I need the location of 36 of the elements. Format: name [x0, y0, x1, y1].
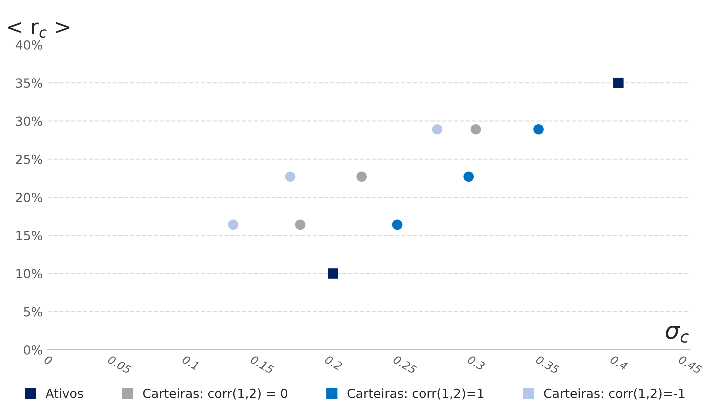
point: [328, 268, 338, 279]
point: [614, 78, 624, 88]
legend-label: Ativos: [46, 388, 84, 398]
y-tick-label: 15%: [16, 231, 42, 241]
x-tick-label: 0.1: [182, 355, 200, 370]
y-tick-label: 35%: [16, 78, 42, 88]
point: [228, 220, 239, 230]
y-tick-label: 10%: [16, 269, 42, 279]
x-tick-label: 0.35: [535, 355, 560, 374]
point: [464, 172, 474, 182]
point: [432, 124, 443, 135]
y-tick-label: 25%: [16, 154, 42, 164]
y-tick-label: 30%: [16, 116, 42, 126]
x-tick-label: 0.15: [250, 355, 275, 374]
x-tick-label: 0.25: [392, 355, 418, 374]
y-tick-label: 20%: [16, 192, 42, 202]
x-tick-label: 0.05: [107, 355, 132, 374]
x-tick-label: 0.3: [467, 355, 486, 371]
x-tick-label: 0.2: [324, 355, 343, 371]
x-axis-title: σ$_{c}$: [666, 326, 690, 344]
y-tick-label: 40%: [16, 40, 42, 50]
x-tick-label: 0.4: [610, 355, 628, 371]
point: [470, 124, 482, 135]
legend-label: Carteiras: corr(1,2) = 0: [143, 388, 288, 400]
point: [285, 172, 296, 182]
point: [295, 220, 306, 230]
legend-label: Carteiras: corr(1,2)=-1: [544, 388, 685, 400]
legend-label: Carteiras: corr(1,2)=1: [348, 388, 484, 400]
x-tick-label: 0: [44, 355, 54, 366]
point: [356, 172, 368, 182]
x-tick-label: 0.45: [678, 355, 703, 374]
point: [392, 220, 403, 230]
y-tick-label: 0%: [24, 345, 42, 355]
point: [534, 124, 544, 135]
y-tick-label: 5%: [24, 307, 42, 317]
y-axis-title: < r$_{c}$ >: [8, 22, 70, 38]
